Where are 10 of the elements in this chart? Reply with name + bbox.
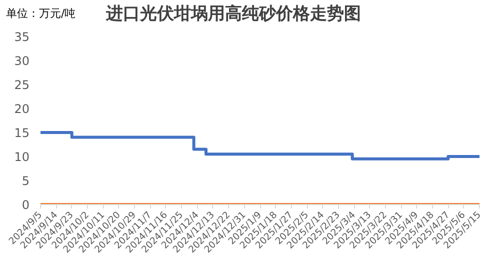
y-tick-label: 10 — [14, 150, 30, 164]
y-tick-label: 15 — [14, 126, 30, 140]
y-tick-label: 20 — [14, 102, 30, 116]
y-tick-label: 30 — [14, 54, 30, 68]
y-tick-label: 25 — [14, 78, 30, 92]
y-tick-label: 35 — [14, 30, 30, 44]
y-tick-label: 5 — [22, 174, 30, 188]
y-tick-label: 0 — [22, 198, 30, 212]
chart-title: 进口光伏坩埚用高纯砂价格走势图 — [106, 2, 361, 25]
y-axis-title: 单位：万元/吨 — [6, 6, 77, 22]
